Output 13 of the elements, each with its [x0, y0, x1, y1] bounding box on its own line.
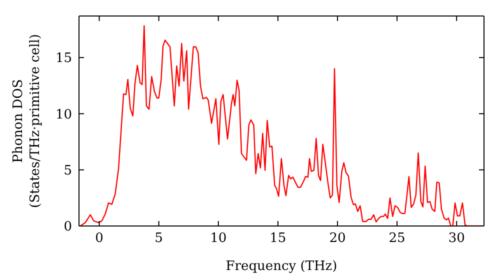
- x-tick-label: 10: [210, 231, 227, 246]
- x-tick-label: 25: [388, 231, 406, 246]
- y-tick-label: 15: [55, 51, 72, 66]
- y-tick-label: 10: [55, 107, 72, 122]
- x-axis-title: Frequency (THz): [226, 259, 338, 274]
- x-tick-label: 15: [270, 231, 286, 246]
- y-tick-label: 0: [64, 220, 72, 235]
- y-axis-title: Phonon DOS (States/THz·primitive cell): [11, 34, 43, 208]
- x-tick-label: 30: [448, 231, 465, 246]
- x-tick-label: 5: [154, 231, 163, 246]
- x-tick-label: 0: [95, 231, 104, 246]
- y-tick-label: 5: [64, 163, 72, 178]
- x-tick-label: 20: [329, 231, 346, 246]
